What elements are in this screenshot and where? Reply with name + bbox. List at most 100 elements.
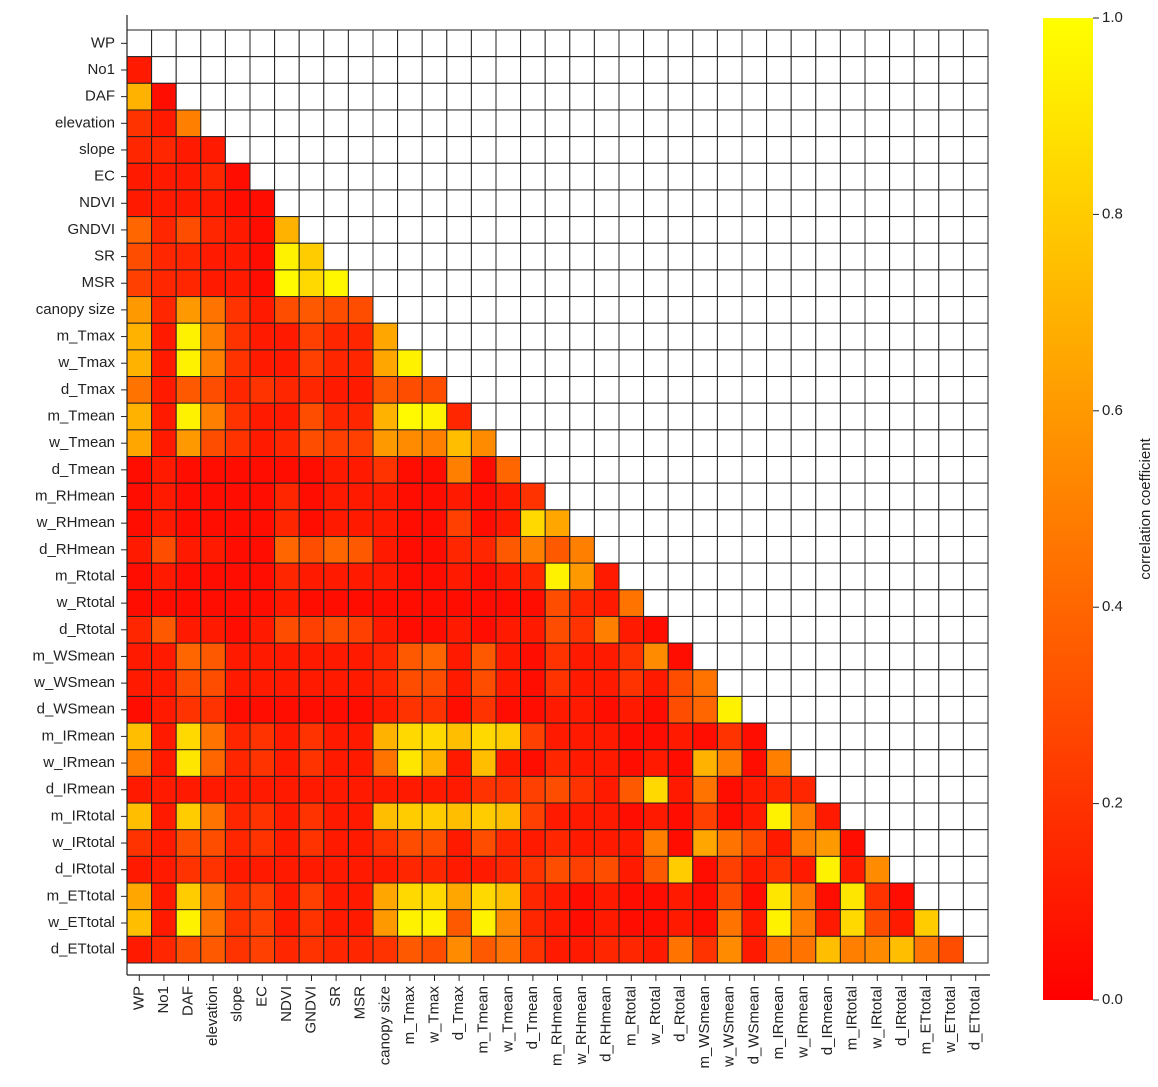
empty-cell (643, 535, 669, 564)
empty-cell (864, 322, 891, 351)
cell (593, 775, 620, 804)
empty-cell (938, 429, 964, 458)
cell (151, 296, 177, 324)
empty-cell (569, 29, 595, 58)
cell (470, 429, 497, 458)
cell (372, 589, 399, 617)
empty-cell (667, 615, 694, 644)
cell (200, 429, 226, 458)
empty-cell (913, 615, 940, 644)
empty-cell (692, 189, 718, 218)
empty-cell (766, 136, 792, 164)
empty-cell (470, 56, 497, 84)
cell (569, 615, 595, 644)
empty-cell (839, 589, 866, 617)
colorbar-tick-label: 0.4 (1102, 598, 1123, 615)
y-tick-label: w_IRmean (42, 754, 115, 771)
empty-cell (667, 82, 694, 111)
cell (298, 402, 325, 431)
cell (224, 802, 251, 831)
cell (274, 216, 300, 244)
cell (175, 376, 202, 404)
cell (446, 749, 472, 777)
cell (421, 615, 448, 644)
empty-cell (495, 402, 522, 431)
empty-cell (790, 136, 817, 164)
cell (569, 589, 595, 617)
cell (175, 216, 202, 244)
cell (126, 456, 153, 484)
cell (151, 456, 177, 484)
y-tick-label: elevation (55, 114, 115, 131)
empty-cell (938, 642, 964, 671)
cell (249, 429, 276, 458)
x-tick-label: w_IRtotal (868, 986, 885, 1050)
cell (643, 935, 669, 964)
empty-cell (544, 216, 571, 244)
cell (274, 456, 300, 484)
cell (151, 935, 177, 964)
empty-cell (839, 456, 866, 484)
cell (249, 669, 276, 697)
empty-cell (716, 296, 743, 324)
empty-cell (298, 82, 325, 111)
cell (126, 216, 153, 244)
empty-cell (962, 482, 989, 511)
empty-cell (274, 136, 300, 164)
empty-cell (421, 296, 448, 324)
cell (618, 669, 645, 697)
cell (126, 882, 153, 911)
cell (200, 722, 226, 751)
cell (274, 802, 300, 831)
empty-cell (593, 136, 620, 164)
empty-cell (839, 376, 866, 404)
cell (224, 376, 251, 404)
empty-cell (323, 136, 349, 164)
empty-cell (421, 162, 448, 191)
cell (421, 669, 448, 697)
empty-cell (347, 136, 374, 164)
empty-cell (470, 269, 497, 298)
cell (495, 829, 522, 857)
empty-cell (864, 642, 891, 671)
cell (618, 615, 645, 644)
empty-cell (446, 242, 472, 271)
cell (692, 829, 718, 857)
empty-cell (618, 562, 645, 591)
empty-cell (790, 669, 817, 697)
cell (470, 562, 497, 591)
cell (766, 829, 792, 857)
cell (495, 909, 522, 937)
empty-cell (593, 322, 620, 351)
cell (495, 935, 522, 964)
empty-cell (741, 456, 768, 484)
empty-cell (224, 29, 251, 58)
empty-cell (323, 109, 349, 138)
cell (298, 802, 325, 831)
empty-cell (274, 162, 300, 191)
cell (200, 296, 226, 324)
empty-cell (913, 296, 940, 324)
cell (298, 855, 325, 884)
cell (470, 855, 497, 884)
empty-cell (643, 322, 669, 351)
empty-cell (790, 509, 817, 537)
empty-cell (421, 56, 448, 84)
empty-cell (667, 349, 694, 378)
x-tick-label: m_IRmean (770, 986, 787, 1059)
x-tick-label: m_WSmean (696, 986, 713, 1069)
cell (175, 882, 202, 911)
cell (224, 482, 251, 511)
cell (815, 855, 841, 884)
cell (421, 909, 448, 937)
cell (249, 695, 276, 724)
empty-cell (569, 269, 595, 298)
cell (569, 695, 595, 724)
cell (397, 882, 423, 911)
empty-cell (913, 775, 940, 804)
cell (126, 509, 153, 537)
cell (200, 509, 226, 537)
empty-cell (938, 216, 964, 244)
empty-cell (421, 322, 448, 351)
cell (421, 376, 448, 404)
